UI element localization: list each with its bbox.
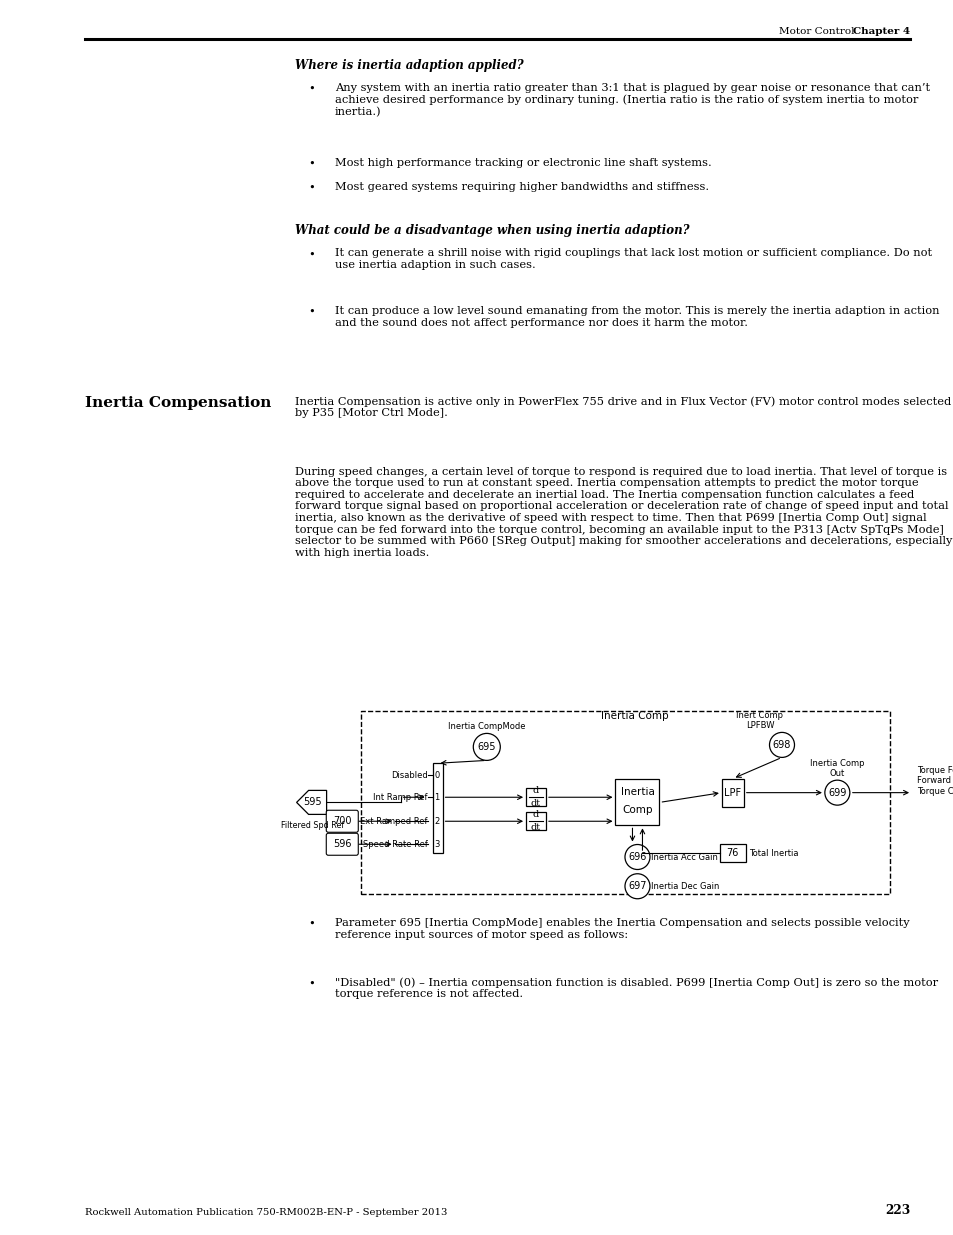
Text: What could be a disadvantage when using inertia adaption?: What could be a disadvantage when using …: [294, 225, 689, 237]
Bar: [720, 844, 745, 862]
Text: Where is inertia adaption applied?: Where is inertia adaption applied?: [294, 59, 523, 72]
Text: Inertia Dec Gain: Inertia Dec Gain: [651, 882, 720, 890]
Text: 0: 0: [434, 771, 439, 779]
Text: Inert Comp
LPFBW: Inert Comp LPFBW: [736, 711, 782, 730]
Text: Speed Rate Ref: Speed Rate Ref: [362, 840, 427, 848]
Text: Most high performance tracking or electronic line shaft systems.: Most high performance tracking or electr…: [335, 158, 711, 168]
Text: Int Ramp Ref: Int Ramp Ref: [373, 793, 427, 802]
Text: 696: 696: [628, 852, 646, 862]
Text: "Disabled" (0) – Inertia compensation function is disabled. P699 [Inertia Comp O: "Disabled" (0) – Inertia compensation fu…: [335, 977, 937, 999]
Text: Inertia Compensation: Inertia Compensation: [85, 396, 271, 410]
Text: •: •: [308, 84, 314, 94]
Bar: [525, 813, 545, 830]
Text: •: •: [308, 183, 314, 193]
Circle shape: [624, 845, 649, 869]
Text: Filtered Spd Ref: Filtered Spd Ref: [281, 821, 344, 830]
Text: Motor Control: Motor Control: [779, 27, 854, 36]
FancyBboxPatch shape: [326, 810, 358, 832]
FancyBboxPatch shape: [326, 834, 358, 856]
Text: •: •: [308, 308, 314, 317]
Text: 596: 596: [333, 840, 351, 850]
Bar: [432, 763, 442, 853]
Text: Rockwell Automation Publication 750-RM002B-EN-P - September 2013: Rockwell Automation Publication 750-RM00…: [85, 1208, 447, 1216]
Text: Ext Ramped Ref: Ext Ramped Ref: [359, 816, 427, 826]
Text: Chapter 4: Chapter 4: [852, 27, 909, 36]
Text: During speed changes, a certain level of torque to respond is required due to lo: During speed changes, a certain level of…: [294, 467, 951, 558]
Circle shape: [769, 732, 794, 757]
Text: It can produce a low level sound emanating from the motor. This is merely the in: It can produce a low level sound emanati…: [335, 306, 939, 327]
Text: Most geared systems requiring higher bandwidths and stiffness.: Most geared systems requiring higher ban…: [335, 182, 708, 191]
Text: 695: 695: [477, 742, 496, 752]
Text: •: •: [308, 919, 314, 929]
Text: 223: 223: [883, 1204, 909, 1216]
Bar: [360, 711, 889, 894]
Text: 3: 3: [434, 840, 439, 848]
Text: Inertia Acc Gain: Inertia Acc Gain: [651, 852, 718, 862]
Text: •: •: [308, 978, 314, 988]
Text: Inertia Compensation is active only in PowerFlex 755 drive and in Flux Vector (F: Inertia Compensation is active only in P…: [294, 396, 950, 419]
Text: Comp: Comp: [621, 805, 652, 815]
Text: 700: 700: [333, 816, 351, 826]
Text: 1: 1: [434, 793, 439, 802]
Text: 595: 595: [303, 798, 321, 808]
Text: Total Inertia: Total Inertia: [748, 848, 798, 857]
Text: It can generate a shrill noise with rigid couplings that lack lost motion or suf: It can generate a shrill noise with rigi…: [335, 248, 931, 270]
Text: Disabled: Disabled: [391, 771, 427, 779]
Circle shape: [624, 873, 649, 899]
Text: 2: 2: [434, 816, 439, 826]
Text: d: d: [533, 810, 538, 819]
Text: 699: 699: [827, 788, 845, 798]
Text: 698: 698: [772, 740, 790, 750]
Text: LPF: LPF: [723, 788, 740, 798]
Bar: [721, 778, 743, 806]
Text: Any system with an inertia ratio greater than 3:1 that is plagued by gear noise : Any system with an inertia ratio greater…: [335, 83, 929, 117]
Text: •: •: [308, 249, 314, 259]
Circle shape: [824, 781, 849, 805]
Text: Inertia Comp: Inertia Comp: [600, 711, 667, 721]
Text: 76: 76: [726, 848, 739, 858]
Text: Parameter 695 [Inertia CompMode] enables the Inertia Compensation and selects po: Parameter 695 [Inertia CompMode] enables…: [335, 918, 908, 940]
Text: dt: dt: [531, 799, 540, 808]
Text: Inertia Comp
Out: Inertia Comp Out: [809, 758, 863, 778]
Text: dt: dt: [531, 824, 540, 832]
Text: •: •: [308, 159, 314, 169]
Polygon shape: [296, 790, 326, 814]
Bar: [525, 788, 545, 806]
Circle shape: [473, 734, 499, 761]
Bar: [615, 779, 659, 825]
Text: Torque Feed
Forward To
Torque Control: Torque Feed Forward To Torque Control: [916, 766, 953, 795]
Text: Inertia: Inertia: [619, 788, 654, 798]
Text: 697: 697: [628, 882, 646, 892]
Text: d: d: [533, 787, 538, 795]
Text: Inertia CompMode: Inertia CompMode: [448, 722, 525, 731]
